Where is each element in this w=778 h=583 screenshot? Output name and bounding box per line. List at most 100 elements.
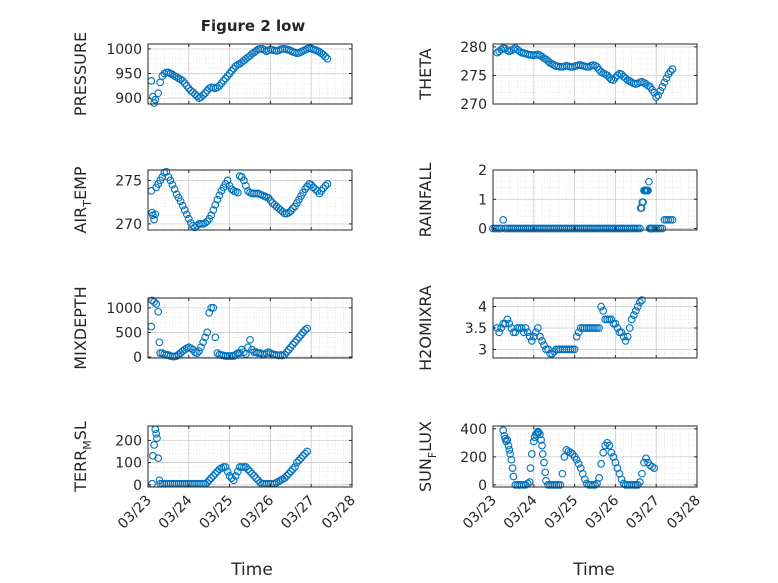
data-point xyxy=(219,463,228,471)
data-point xyxy=(654,91,663,100)
data-point xyxy=(591,481,599,489)
data-point xyxy=(650,464,659,472)
data-point xyxy=(209,303,218,312)
data-point xyxy=(611,73,620,82)
data-point xyxy=(180,79,189,88)
y-tick-label: 2 xyxy=(478,163,487,179)
data-point xyxy=(605,441,614,450)
data-point xyxy=(229,64,238,73)
data-point xyxy=(205,476,214,485)
data-point xyxy=(621,337,630,345)
data-point xyxy=(242,350,250,358)
data-point xyxy=(531,328,540,337)
data-point xyxy=(495,328,503,337)
data-point xyxy=(168,70,177,79)
data-point xyxy=(201,219,209,227)
data-point xyxy=(176,197,185,206)
data-point xyxy=(284,345,293,354)
y-tick-label: 400 xyxy=(460,422,487,438)
series-h2omixra xyxy=(493,296,646,358)
data-point xyxy=(660,78,669,87)
data-point xyxy=(295,333,303,342)
data-point xyxy=(286,343,295,352)
data-point xyxy=(640,458,648,467)
data-point xyxy=(223,176,232,185)
data-point xyxy=(666,215,675,224)
data-point xyxy=(231,62,240,70)
data-point xyxy=(201,89,209,98)
y-tick-label: 0 xyxy=(133,350,142,366)
y-axis-label: H2OMIXRA xyxy=(416,285,435,371)
plot-area xyxy=(148,426,352,487)
data-point xyxy=(189,88,197,97)
data-point xyxy=(523,328,532,337)
data-point xyxy=(558,469,567,478)
data-point xyxy=(246,467,254,476)
data-point xyxy=(566,345,575,354)
data-point xyxy=(286,467,295,476)
data-point xyxy=(629,481,638,489)
data-point xyxy=(219,77,228,85)
data-point xyxy=(591,324,599,332)
data-point xyxy=(288,465,297,474)
data-point xyxy=(574,328,583,337)
data-point xyxy=(291,338,299,347)
data-point xyxy=(664,215,673,224)
data-point xyxy=(627,315,636,324)
data-point xyxy=(540,341,548,349)
y-tick-label: 200 xyxy=(460,450,487,466)
data-point xyxy=(668,65,677,73)
data-point xyxy=(527,450,536,458)
data-point xyxy=(617,475,626,484)
data-point xyxy=(506,450,514,458)
data-point xyxy=(240,176,248,185)
data-point xyxy=(176,75,185,84)
y-tick-label: 950 xyxy=(115,67,142,83)
data-point xyxy=(162,167,171,176)
data-point xyxy=(617,70,626,79)
data-point xyxy=(597,302,605,311)
data-point xyxy=(529,437,538,446)
data-point xyxy=(502,437,510,446)
data-point xyxy=(227,352,236,360)
data-point xyxy=(613,324,622,332)
data-point xyxy=(536,332,544,341)
y-tick-label: 1 xyxy=(478,192,487,208)
data-point xyxy=(548,349,557,358)
data-point xyxy=(195,347,203,355)
data-point xyxy=(556,481,565,489)
data-point xyxy=(652,93,661,101)
data-point xyxy=(150,298,158,306)
data-point xyxy=(282,348,291,356)
data-point xyxy=(178,201,187,210)
data-point xyxy=(554,481,563,489)
data-point xyxy=(540,458,548,467)
data-point xyxy=(211,469,220,478)
data-point xyxy=(205,308,214,317)
data-point xyxy=(301,326,309,334)
data-point xyxy=(603,315,612,324)
data-point xyxy=(207,303,216,312)
data-point xyxy=(668,215,677,224)
data-point xyxy=(499,215,508,224)
data-point xyxy=(658,224,667,233)
data-point xyxy=(299,452,307,460)
data-point xyxy=(519,328,528,337)
y-tick-label: 0 xyxy=(478,478,487,494)
data-point xyxy=(240,463,248,471)
data-point xyxy=(229,476,238,485)
data-point xyxy=(611,319,620,328)
data-point xyxy=(625,324,634,332)
axes-box xyxy=(147,297,353,359)
data-point xyxy=(541,468,550,477)
data-point xyxy=(572,332,581,341)
data-point xyxy=(293,335,301,344)
data-point xyxy=(193,349,201,357)
data-point xyxy=(154,454,163,463)
data-point xyxy=(525,332,534,341)
y-tick-label: 1000 xyxy=(106,301,142,317)
y-tick-label: 0 xyxy=(133,478,142,494)
data-point xyxy=(297,331,305,339)
data-point xyxy=(231,472,240,480)
data-point xyxy=(521,324,530,332)
